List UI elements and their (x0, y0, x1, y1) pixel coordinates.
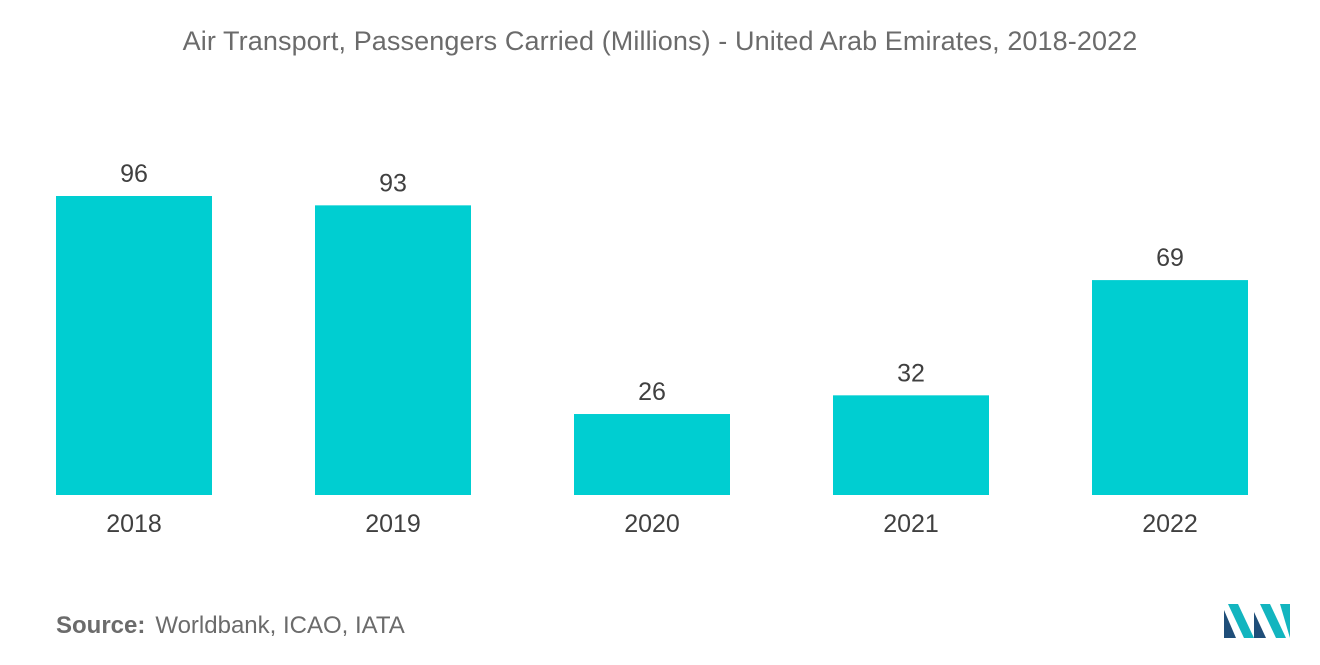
logo-shape-mid-left (1228, 604, 1254, 638)
bar-2022 (1092, 280, 1248, 495)
category-labels-group: 2018 2019 2020 2021 2022 (106, 510, 1198, 538)
bar-chart: 96 93 26 32 69 2018 2019 2020 2021 2022 (56, 160, 1248, 538)
logo-shape-mid-right (1260, 604, 1286, 638)
value-label-2020: 26 (638, 378, 666, 406)
bar-2019 (315, 205, 471, 495)
bar-2020 (574, 414, 730, 495)
category-label-2020: 2020 (624, 510, 680, 538)
value-label-2018: 96 (120, 160, 148, 188)
logo-shape-left (1224, 610, 1236, 638)
source-label: Source: (56, 612, 146, 639)
mordor-intelligence-logo-icon (1224, 604, 1290, 638)
source-note: Source: Worldbank, ICAO, IATA (56, 612, 405, 640)
value-label-2021: 32 (897, 359, 925, 387)
category-label-2021: 2021 (883, 510, 939, 538)
value-labels-group: 96 93 26 32 69 (120, 160, 1184, 406)
chart-title: Air Transport, Passengers Carried (Milli… (182, 26, 1138, 56)
bar-2021 (833, 395, 989, 495)
category-label-2018: 2018 (106, 510, 162, 538)
value-label-2022: 69 (1156, 244, 1184, 272)
category-label-2022: 2022 (1142, 510, 1198, 538)
bars-group (56, 196, 1248, 495)
bar-2018 (56, 196, 212, 495)
category-label-2019: 2019 (365, 510, 421, 538)
source-text: Worldbank, ICAO, IATA (155, 612, 405, 639)
value-label-2019: 93 (379, 169, 407, 197)
logo-shape-right (1280, 604, 1290, 638)
logo-shape-mid (1254, 612, 1266, 638)
